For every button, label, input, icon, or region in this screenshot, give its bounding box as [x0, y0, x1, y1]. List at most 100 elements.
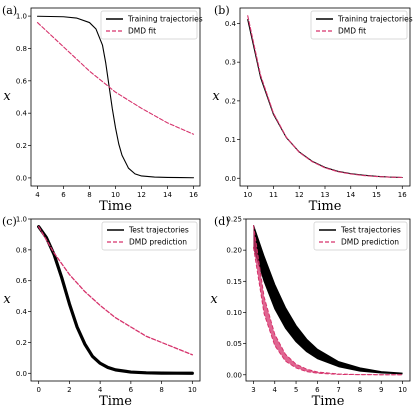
y-tick-label-d-5: 0.25: [226, 216, 242, 224]
y-tick-label-c-1: 0.2: [16, 339, 27, 347]
series-line-a-0: [36, 15, 195, 179]
x-axis-label-d: Time: [312, 394, 345, 409]
series-line-d-0-y_low: [252, 246, 403, 375]
y-tick-label-c-0: 0.0: [16, 370, 27, 378]
y-tick-label-c-5: 1.0: [16, 216, 27, 224]
x-tick-label-c-0: 0: [36, 386, 40, 394]
x-tick-label-a-2: 8: [87, 191, 91, 199]
y-tick-label-d-0: 0.00: [226, 371, 242, 379]
legend-box-b: [310, 10, 408, 40]
series-line-b-1: [247, 15, 403, 179]
y-tick-label-d-2: 0.10: [226, 309, 242, 317]
series-line-b-0: [247, 19, 403, 179]
legend-box-c: [101, 221, 198, 251]
y-tick-label-b-2: 0.2: [225, 97, 236, 105]
legend-label-a-0: Training trajectories: [127, 15, 203, 24]
y-axis-label-d: x: [210, 292, 218, 307]
legend-b: Training trajectories DMD fit: [310, 10, 413, 40]
y-tick-label-a-4: 0.8: [16, 45, 27, 53]
series-line-c-0: [37, 225, 194, 375]
x-tick-label-b-3: 13: [321, 191, 330, 199]
y-tick-label-c-4: 0.8: [16, 246, 27, 254]
series-line-d-1-y_low: [252, 246, 403, 376]
legend-label-d-1: DMD prediction: [341, 238, 399, 247]
legend-label-d-0: Test trajectories: [340, 226, 401, 235]
series-line-d-1-y_high: [252, 225, 403, 376]
x-tick-label-d-1: 4: [273, 386, 278, 394]
x-tick-label-b-4: 14: [346, 191, 355, 199]
y-tick-label-a-0: 0.0: [16, 174, 27, 182]
plot-area-c: [37, 225, 194, 375]
y-tick-label-b-3: 0.3: [225, 59, 236, 67]
x-tick-label-c-3: 6: [129, 386, 134, 394]
y-tick-label-b-1: 0.1: [225, 136, 236, 144]
panel-c: 0 2 4 6 8 10 0.0 0.2 0.4 0.6 0.8 1.0 Time x (c) Test tr…: [2, 215, 201, 409]
x-tick-label-d-2: 5: [294, 386, 298, 394]
axes-frame-c: [30, 218, 201, 382]
panel-label-d: (d): [214, 215, 230, 228]
x-tick-label-b-5: 15: [372, 191, 381, 199]
legend-label-a-1: DMD fit: [128, 27, 156, 36]
y-axis-label-a: x: [3, 89, 11, 104]
series-line-d-0-y_high: [252, 225, 403, 374]
x-axis-label-a: Time: [99, 199, 132, 214]
x-tick-label-b-2: 12: [295, 191, 304, 199]
panel-label-a: (a): [2, 4, 17, 17]
plot-area-b: [247, 15, 403, 179]
x-tick-label-c-2: 4: [98, 386, 103, 394]
x-tick-label-a-5: 14: [163, 191, 172, 199]
x-tick-label-d-4: 7: [336, 386, 340, 394]
series-line-a-1: [36, 22, 195, 135]
y-axis-label-b: x: [212, 89, 220, 104]
legend-d: Test trajectories DMD prediction: [313, 221, 408, 251]
y-tick-label-d-4: 0.20: [226, 247, 242, 255]
x-axis-label-b: Time: [309, 199, 342, 214]
y-tick-label-a-3: 0.6: [16, 77, 28, 85]
x-tick-label-d-7: 10: [398, 386, 407, 394]
x-tick-label-c-4: 8: [159, 386, 163, 394]
y-tick-label-a-5: 1.0: [16, 13, 27, 21]
x-axis-label-c: Time: [99, 394, 132, 409]
panel-a: 4 6 8 10 12 14 16 0.0 0.2 0.4 0.6 0.8 1.0 Time x (a) Tra…: [2, 4, 203, 214]
legend-label-c-1: DMD prediction: [129, 238, 187, 247]
legend-label-b-0: Training trajectories: [337, 15, 413, 24]
y-tick-label-b-0: 0.0: [225, 175, 236, 183]
x-tick-label-d-3: 6: [315, 386, 320, 394]
legend-box-d: [313, 221, 408, 251]
legend-label-b-1: DMD fit: [338, 27, 366, 36]
x-tick-label-a-0: 4: [35, 191, 40, 199]
y-tick-label-c-2: 0.4: [16, 308, 28, 316]
series-line-c-1: [38, 226, 193, 356]
x-tick-label-d-0: 3: [251, 386, 255, 394]
y-tick-label-c-3: 0.6: [16, 277, 28, 285]
x-tick-label-d-5: 8: [358, 386, 362, 394]
panel-label-b: (b): [214, 4, 230, 17]
plot-area-a: [36, 15, 195, 179]
y-tick-label-a-1: 0.2: [16, 142, 27, 150]
x-tick-label-b-0: 10: [243, 191, 252, 199]
x-tick-label-c-5: 10: [188, 386, 197, 394]
x-tick-label-c-1: 2: [67, 386, 71, 394]
panel-label-c: (c): [2, 215, 17, 228]
y-tick-label-a-2: 0.4: [16, 110, 28, 118]
legend-label-c-0: Test trajectories: [128, 226, 189, 235]
x-tick-label-a-3: 10: [111, 191, 120, 199]
x-tick-label-a-6: 16: [189, 191, 198, 199]
y-tick-label-d-3: 0.15: [226, 278, 242, 286]
x-tick-label-a-4: 12: [137, 191, 146, 199]
y-tick-label-b-4: 0.4: [225, 20, 237, 28]
x-tick-label-b-6: 16: [398, 191, 407, 199]
legend-c: Test trajectories DMD prediction: [101, 221, 198, 251]
panel-b: 10 11 12 13 14 15 16 0.0 0.1 0.2 0.3 0.4 Time x (b) Tra…: [212, 4, 412, 214]
legend-a: Training trajectories DMD fit: [100, 10, 203, 40]
legend-box-a: [100, 10, 198, 40]
x-tick-label-b-1: 11: [269, 191, 278, 199]
axes-frame-d: [245, 218, 411, 382]
y-tick-label-d-1: 0.05: [226, 340, 242, 348]
x-tick-label-a-1: 6: [61, 191, 66, 199]
x-tick-label-d-6: 9: [379, 386, 383, 394]
plot-area-d: [252, 225, 403, 376]
y-axis-label-c: x: [3, 292, 11, 307]
panel-d: 3 4 5 6 7 8 9 10 0.00 0.05 0.10 0.15 0.20 0.25 Time x (d…: [210, 215, 411, 409]
